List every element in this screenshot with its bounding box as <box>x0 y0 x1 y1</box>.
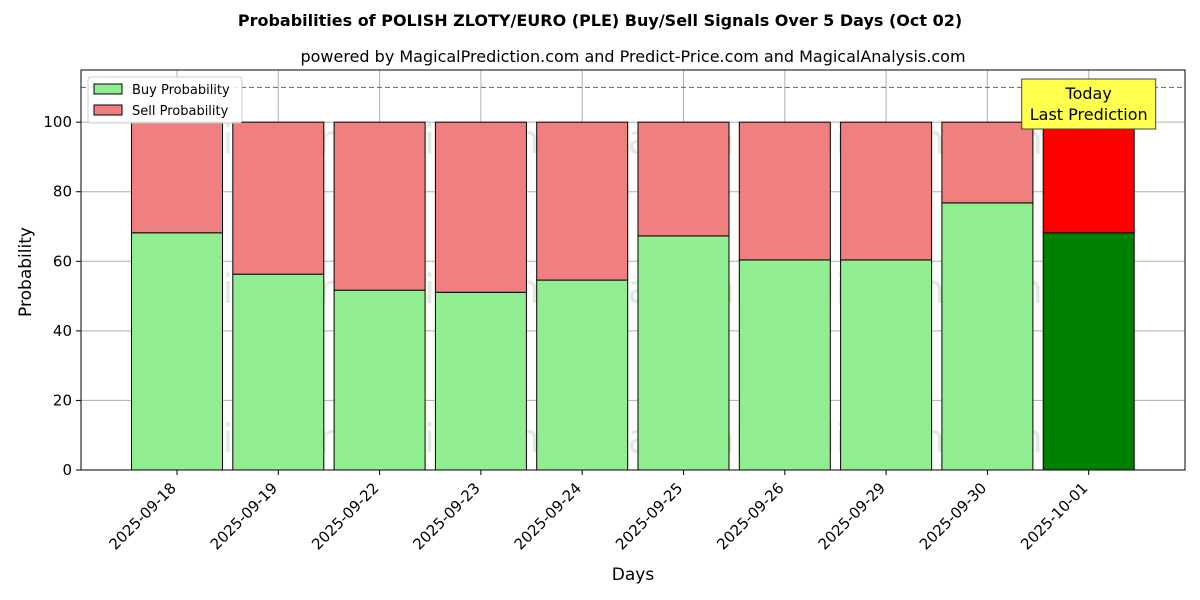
annotation-box <box>1021 78 1157 130</box>
chart-subtitle: powered by MagicalPrediction.com and Pre… <box>300 47 965 66</box>
sell-bar <box>232 121 325 275</box>
buy-bar <box>637 235 730 471</box>
x-tick-label: 2025-09-22 <box>308 479 382 553</box>
sell-bar <box>941 121 1034 204</box>
plot-frame <box>80 69 1186 471</box>
bars <box>131 121 1135 471</box>
y-axis-title: Probability <box>16 227 36 317</box>
sell-bar <box>333 121 426 291</box>
x-tick-label: 2025-09-18 <box>105 479 179 553</box>
buy-bar <box>536 279 629 471</box>
sell-bar <box>434 121 527 293</box>
buy-bar <box>232 273 325 471</box>
x-tick-label: 2025-09-25 <box>612 479 686 553</box>
y-tick-label: 100 <box>43 113 72 131</box>
x-tick-label: 2025-09-24 <box>511 479 585 553</box>
y-tick-label: 80 <box>53 183 72 201</box>
y-tick-label: 0 <box>62 461 72 479</box>
sell-bar <box>738 121 831 261</box>
sell-bar <box>131 121 223 234</box>
buy-bar <box>434 291 527 471</box>
x-tick-label: 2025-09-29 <box>815 479 889 553</box>
sell-bar <box>536 121 629 281</box>
legend-label: Buy Probability <box>132 83 230 98</box>
buy-bar <box>333 289 426 471</box>
buy-bar <box>941 202 1034 471</box>
buy-bar <box>840 259 933 471</box>
x-tick-label: 2025-09-26 <box>713 479 787 553</box>
legend-swatch <box>93 83 123 95</box>
today-annotation: Today Last Prediction <box>1021 78 1157 130</box>
x-tick-label: 2025-09-23 <box>409 479 483 553</box>
chart-title: Probabilities of POLISH ZLOTY/EURO (PLE)… <box>238 11 962 30</box>
buy-bar <box>131 232 223 471</box>
annotation-text: Today <box>1065 84 1112 103</box>
sell-bar <box>1042 121 1135 234</box>
legend-label: Sell Probability <box>132 104 229 119</box>
y-tick-label: 20 <box>53 391 72 409</box>
x-axis-title: Days <box>612 565 655 585</box>
legend-swatch <box>93 104 123 116</box>
legend-box <box>87 76 243 124</box>
annotation-text: Last Prediction <box>1030 105 1148 124</box>
x-tick-label: 2025-10-01 <box>1017 479 1091 553</box>
x-tick-label: 2025-09-30 <box>916 479 990 553</box>
legend: Buy Probability Sell Probability <box>87 76 243 124</box>
y-tick-label: 40 <box>53 322 72 340</box>
buy-bar <box>738 259 831 471</box>
buy-bar <box>1042 232 1135 471</box>
y-tick-label: 60 <box>53 252 72 270</box>
sell-bar <box>637 121 730 237</box>
x-tick-label: 2025-09-19 <box>207 479 281 553</box>
sell-bar <box>840 121 933 261</box>
